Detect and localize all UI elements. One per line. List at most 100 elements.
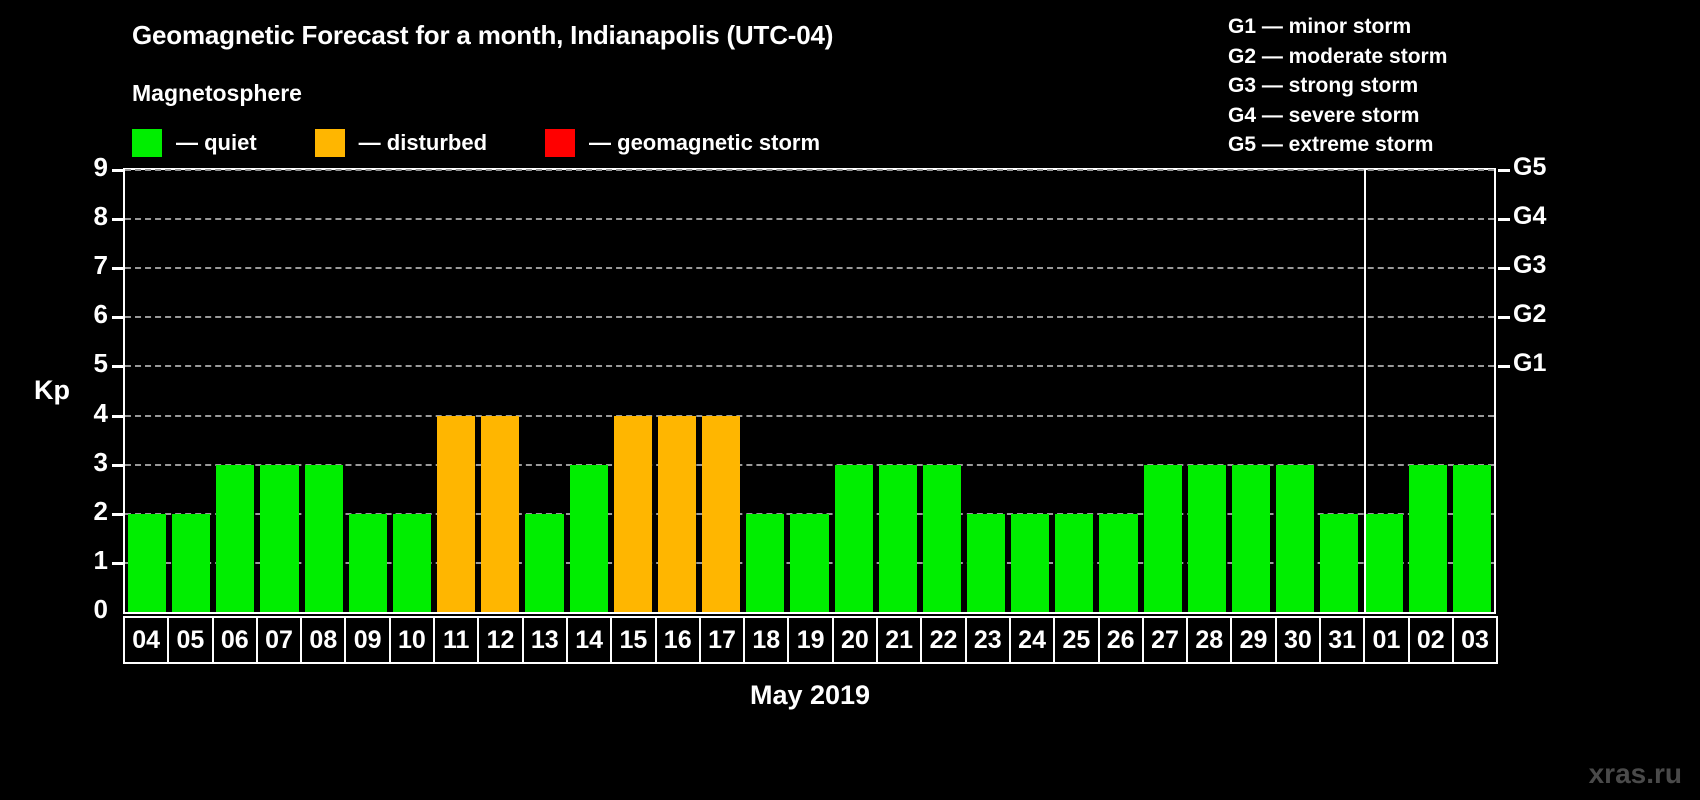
bar-13[interactable]	[525, 513, 564, 612]
bar-16[interactable]	[657, 415, 697, 612]
day-label-27[interactable]: 27	[1141, 616, 1189, 664]
bar-10[interactable]	[392, 513, 432, 612]
bar-cell-16[interactable]	[655, 170, 699, 612]
day-label-22[interactable]: 22	[920, 616, 967, 664]
day-label-21[interactable]: 21	[876, 616, 923, 664]
day-label-15[interactable]: 15	[610, 616, 657, 664]
day-label-28[interactable]: 28	[1186, 616, 1233, 664]
bar-06[interactable]	[216, 464, 255, 612]
bar-27[interactable]	[1143, 464, 1182, 612]
bar-09[interactable]	[348, 513, 387, 612]
bar-series	[125, 170, 1494, 612]
bar-02[interactable]	[1408, 464, 1447, 612]
bar-17[interactable]	[702, 415, 741, 612]
bar-cell-24[interactable]	[1008, 170, 1052, 612]
bar-01[interactable]	[1364, 513, 1403, 612]
bar-cell-02[interactable]	[1406, 170, 1450, 612]
bar-cell-20[interactable]	[832, 170, 876, 612]
bar-04[interactable]	[128, 513, 167, 612]
bar-19[interactable]	[790, 513, 829, 612]
bar-cell-12[interactable]	[478, 170, 522, 612]
bar-cell-11[interactable]	[434, 170, 478, 612]
bar-12[interactable]	[481, 415, 520, 612]
bar-08[interactable]	[304, 464, 343, 612]
bar-25[interactable]	[1055, 513, 1094, 612]
bar-cell-17[interactable]	[699, 170, 743, 612]
day-label-06[interactable]: 06	[211, 616, 258, 664]
bar-cell-28[interactable]	[1185, 170, 1229, 612]
day-label-11[interactable]: 11	[433, 616, 480, 664]
bar-28[interactable]	[1187, 464, 1226, 612]
bar-14[interactable]	[569, 464, 608, 612]
day-label-01[interactable]: 01	[1363, 616, 1410, 664]
day-label-02[interactable]: 02	[1407, 616, 1454, 664]
bar-cell-15[interactable]	[611, 170, 655, 612]
bar-cell-25[interactable]	[1052, 170, 1096, 612]
bar-20[interactable]	[834, 464, 873, 612]
bar-26[interactable]	[1099, 513, 1138, 612]
bar-cell-18[interactable]	[743, 170, 787, 612]
bar-cell-21[interactable]	[876, 170, 920, 612]
bar-cell-19[interactable]	[787, 170, 831, 612]
bar-07[interactable]	[260, 464, 299, 612]
day-label-12[interactable]: 12	[477, 616, 524, 664]
bar-03[interactable]	[1452, 464, 1491, 612]
bar-cell-03[interactable]	[1450, 170, 1494, 612]
bar-cell-29[interactable]	[1229, 170, 1273, 612]
day-label-19[interactable]: 19	[787, 616, 834, 664]
y-tick-mark-9	[112, 169, 123, 172]
day-label-18[interactable]: 18	[743, 616, 790, 664]
day-label-24[interactable]: 24	[1008, 616, 1056, 664]
day-label-26[interactable]: 26	[1097, 616, 1144, 664]
bar-cell-04[interactable]	[125, 170, 169, 612]
day-label-08[interactable]: 08	[300, 616, 347, 664]
gridline-kp-8	[125, 218, 1494, 221]
bar-cell-27[interactable]	[1141, 170, 1185, 612]
bar-cell-10[interactable]	[390, 170, 434, 612]
bar-cell-26[interactable]	[1096, 170, 1140, 612]
bar-24[interactable]	[1011, 513, 1050, 612]
bar-cell-01[interactable]	[1361, 170, 1405, 612]
day-label-13[interactable]: 13	[521, 616, 568, 664]
bar-31[interactable]	[1320, 513, 1359, 612]
bar-cell-08[interactable]	[302, 170, 346, 612]
bar-05[interactable]	[172, 513, 211, 612]
bar-cell-13[interactable]	[522, 170, 566, 612]
bar-cell-23[interactable]	[964, 170, 1008, 612]
bar-22[interactable]	[922, 464, 961, 612]
bar-cell-07[interactable]	[257, 170, 301, 612]
day-label-07[interactable]: 07	[255, 616, 303, 664]
day-label-05[interactable]: 05	[167, 616, 214, 664]
bar-cell-09[interactable]	[346, 170, 390, 612]
bar-11[interactable]	[437, 415, 476, 612]
day-label-25[interactable]: 25	[1053, 616, 1100, 664]
bar-cell-30[interactable]	[1273, 170, 1317, 612]
bar-cell-06[interactable]	[213, 170, 257, 612]
bar-cell-14[interactable]	[567, 170, 611, 612]
day-label-09[interactable]: 09	[344, 616, 391, 664]
page-title: Geomagnetic Forecast for a month, Indian…	[132, 20, 834, 50]
day-label-17[interactable]: 17	[698, 616, 746, 664]
bar-15[interactable]	[613, 415, 652, 612]
bar-21[interactable]	[878, 464, 917, 612]
day-label-20[interactable]: 20	[831, 616, 879, 664]
bar-cell-22[interactable]	[920, 170, 964, 612]
y-tick-label-0: 0	[93, 594, 108, 624]
day-label-04[interactable]: 04	[123, 616, 170, 664]
day-label-30[interactable]: 30	[1274, 616, 1322, 664]
bar-18[interactable]	[746, 513, 785, 612]
bar-23[interactable]	[966, 513, 1006, 612]
bar-cell-31[interactable]	[1317, 170, 1361, 612]
day-label-14[interactable]: 14	[565, 616, 613, 664]
bar-29[interactable]	[1231, 464, 1271, 612]
y-tick-label-2: 2	[93, 495, 108, 526]
day-label-31[interactable]: 31	[1319, 616, 1366, 664]
day-label-16[interactable]: 16	[654, 616, 701, 664]
bar-cell-05[interactable]	[169, 170, 213, 612]
g-tick-label-G3: G3	[1513, 251, 1547, 280]
day-label-03[interactable]: 03	[1451, 616, 1499, 664]
day-label-29[interactable]: 29	[1230, 616, 1277, 664]
day-label-10[interactable]: 10	[388, 616, 436, 664]
day-label-23[interactable]: 23	[964, 616, 1011, 664]
bar-30[interactable]	[1276, 464, 1315, 612]
